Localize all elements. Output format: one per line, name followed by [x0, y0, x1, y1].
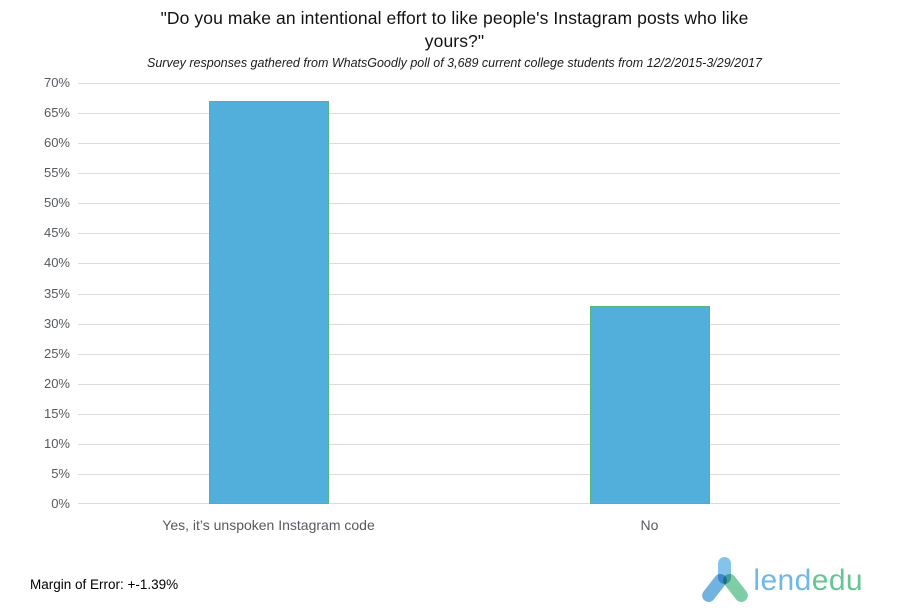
- chart-subtitle: Survey responses gathered from WhatsGood…: [147, 56, 762, 70]
- y-axis-tick-label: 45%: [43, 225, 70, 241]
- plot-area: [78, 83, 840, 504]
- gridline: [78, 293, 840, 295]
- chart-title-line-2: yours?": [424, 31, 485, 51]
- y-axis-tick-label: 60%: [43, 135, 70, 151]
- y-axis-tick-label: 30%: [43, 315, 70, 331]
- gridline: [78, 443, 840, 445]
- gridline: [78, 203, 840, 205]
- gridline: [78, 113, 840, 115]
- gridline: [78, 263, 840, 265]
- gridline: [78, 503, 840, 504]
- chart-title-line-1: "Do you make an intentional effort to li…: [160, 8, 749, 28]
- logo-text-lend: lend: [753, 564, 812, 597]
- gridline: [78, 233, 840, 235]
- x-axis-category-label: Yes, it’s unspoken Instagram code: [162, 517, 375, 533]
- gridline: [78, 323, 840, 325]
- lendedu-logo: lendedu: [699, 555, 863, 607]
- y-axis-tick-label: 40%: [43, 255, 70, 271]
- y-axis-tick-label: 20%: [43, 375, 70, 391]
- bar-no: [589, 305, 710, 504]
- y-axis-tick-label: 10%: [43, 435, 70, 451]
- y-axis-tick-label: 15%: [43, 405, 70, 421]
- y-axis-tick-label: 55%: [43, 165, 70, 181]
- logo-text-edu: edu: [811, 564, 863, 597]
- logo-stem-shape: [718, 557, 732, 584]
- gridline: [78, 353, 840, 355]
- margin-of-error-note: Margin of Error: +-1.39%: [30, 577, 179, 592]
- bar-yes: [208, 101, 329, 504]
- gridline: [78, 383, 840, 385]
- gridline: [78, 83, 840, 84]
- chart-header: "Do you make an intentional effort to li…: [0, 7, 909, 70]
- y-axis-tick-label: 35%: [43, 285, 70, 301]
- gridline: [78, 473, 840, 475]
- gridline: [78, 173, 840, 175]
- x-axis-category-label: No: [640, 517, 659, 533]
- y-axis-tick-label: 25%: [43, 345, 70, 361]
- y-axis-tick-label: 50%: [43, 195, 70, 211]
- gridline: [78, 143, 840, 145]
- logo-wordmark: lendedu: [753, 557, 863, 605]
- gridline: [78, 413, 840, 415]
- y-axis-tick-label: 70%: [43, 75, 70, 90]
- y-axis-tick-label: 0%: [51, 496, 70, 511]
- y-axis-tick-label: 5%: [51, 465, 70, 481]
- lendedu-mark-icon: [699, 557, 751, 605]
- y-axis-tick-label: 65%: [43, 105, 70, 121]
